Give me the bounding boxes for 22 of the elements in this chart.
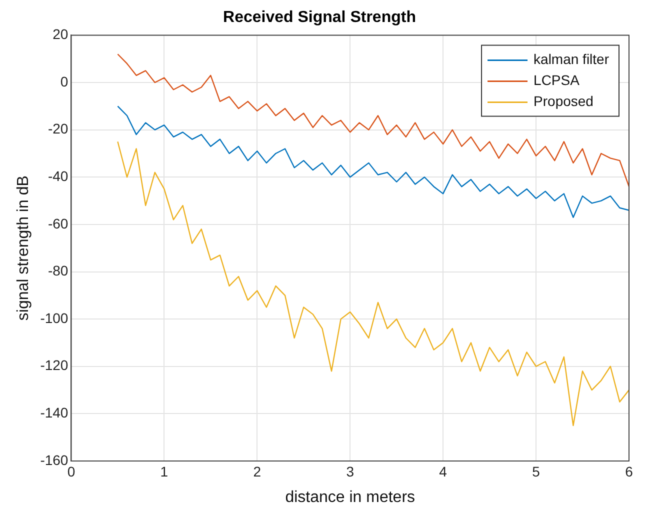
y-tick-label: -120 [40, 357, 68, 374]
legend-label: LCPSA [534, 72, 580, 88]
x-tick-label: 3 [346, 463, 354, 480]
x-axis-title: distance in meters [285, 488, 416, 506]
y-tick-label: -80 [48, 262, 68, 279]
legend-label: Proposed [534, 93, 594, 110]
x-tick-label: 4 [439, 463, 448, 480]
y-tick-label: 20 [52, 26, 68, 42]
legend-label: kalman filter [534, 51, 610, 68]
chart-title: Received Signal Strength [223, 9, 416, 26]
x-tick-label: 2 [253, 463, 262, 480]
y-axis-title: signal strength in dB [15, 176, 32, 321]
y-tick-label: -20 [48, 120, 68, 137]
y-tick-label: -100 [40, 310, 68, 326]
y-tick-label: -60 [48, 215, 68, 232]
y-tick-label: -160 [40, 452, 68, 468]
y-tick-label: -40 [48, 168, 68, 184]
y-tick-label: -140 [40, 404, 68, 421]
x-tick-label: 1 [160, 463, 168, 480]
x-tick-label: 5 [532, 463, 540, 480]
y-tick-label: 0 [60, 73, 68, 90]
x-tick-label: 6 [625, 463, 634, 480]
